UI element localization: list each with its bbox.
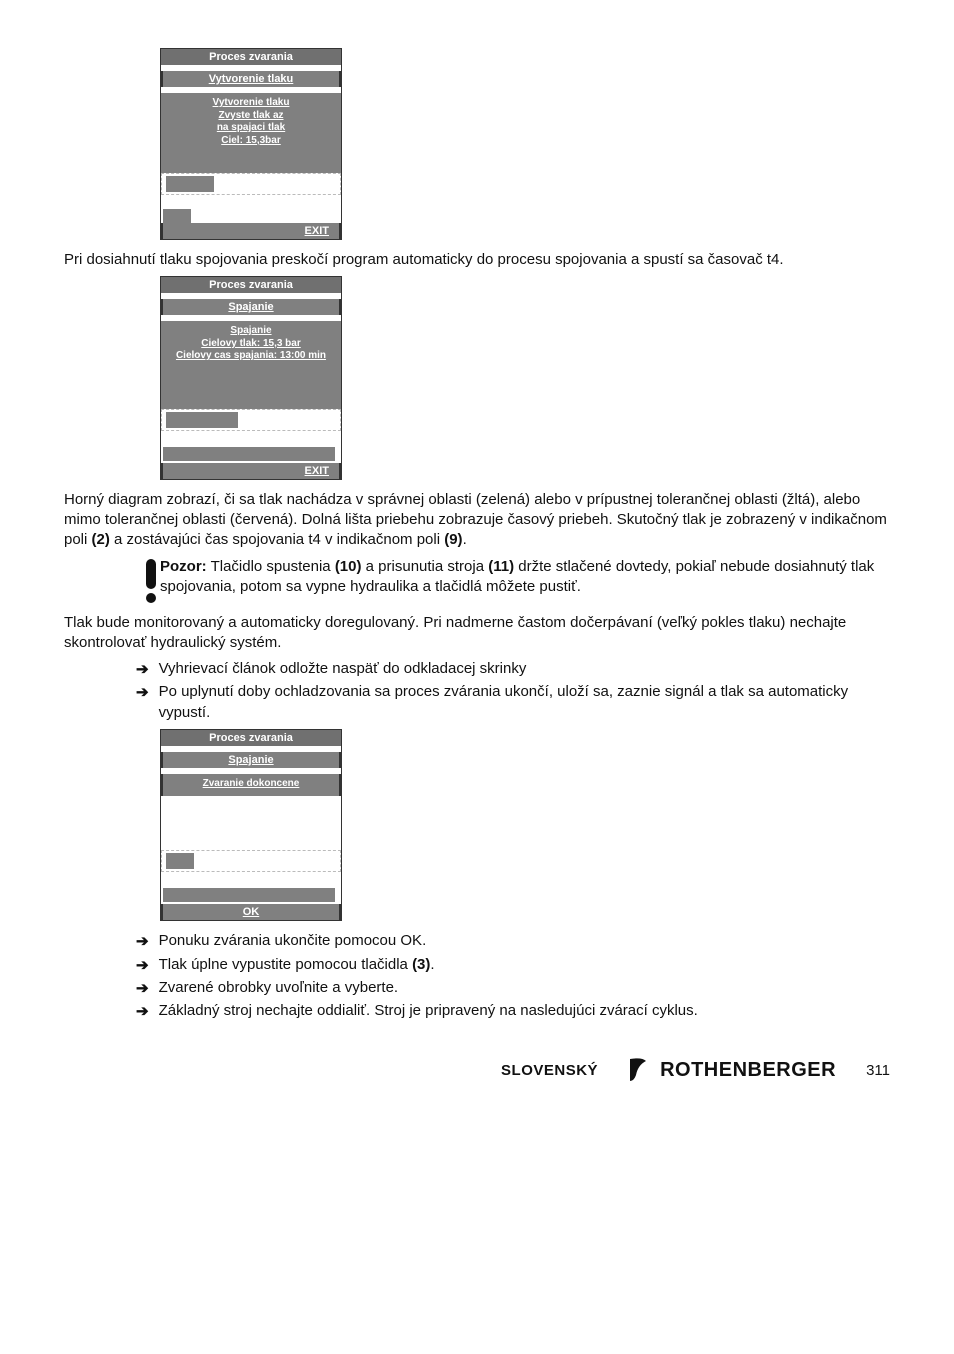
arrow-icon: ➔ bbox=[136, 932, 149, 950]
para3: Tlak bude monitorovaný a automaticky dor… bbox=[64, 613, 890, 654]
screen2-bar1 bbox=[161, 409, 341, 431]
screen3-body: Zvaranie dokoncene bbox=[161, 774, 341, 797]
screen-done: Proces zvarania Spajanie Zvaranie dokonc… bbox=[160, 729, 342, 922]
brand-text: ROTHENBERGER bbox=[660, 1059, 836, 1082]
bullet-row: ➔ Vyhrievací článok odložte naspäť do od… bbox=[136, 659, 890, 679]
arrow-icon: ➔ bbox=[136, 683, 149, 701]
language-label: SLOVENSKÝ bbox=[501, 1062, 598, 1079]
page-footer: SLOVENSKÝ ROTHENBERGER 311 bbox=[64, 1057, 890, 1083]
screen3-title: Proces zvarania bbox=[161, 730, 341, 746]
screen2-exit[interactable]: EXIT bbox=[161, 463, 341, 479]
screen1-body: Vytvorenie tlaku Zvyste tlak az na spaja… bbox=[161, 93, 341, 173]
warning-row: Pozor: Tlačidlo spustenia (10) a prisunu… bbox=[142, 557, 890, 603]
screen3-ok[interactable]: OK bbox=[161, 904, 341, 920]
screen2-section: Spajanie bbox=[161, 299, 341, 315]
bullet-row: ➔ Základný stroj nechajte oddialiť. Stro… bbox=[136, 1001, 890, 1021]
arrow-icon: ➔ bbox=[136, 956, 149, 974]
screen1-title: Proces zvarania bbox=[161, 49, 341, 65]
screen-pressure-build: Proces zvarania Vytvorenie tlaku Vytvore… bbox=[160, 48, 342, 240]
arrow-icon: ➔ bbox=[136, 660, 149, 678]
screen3-bar1 bbox=[161, 850, 341, 872]
screen1-section: Vytvorenie tlaku bbox=[161, 71, 341, 87]
arrow-icon: ➔ bbox=[136, 979, 149, 997]
para2: Horný diagram zobrazí, či sa tlak nachád… bbox=[64, 490, 890, 551]
bullet-row: ➔ Zvarené obrobky uvoľnite a vyberte. bbox=[136, 978, 890, 998]
screen2-bar2 bbox=[161, 447, 341, 461]
brand-icon bbox=[628, 1057, 656, 1083]
brand-block: ROTHENBERGER bbox=[628, 1057, 836, 1083]
bullet-row: ➔ Ponuku zvárania ukončite pomocou OK. bbox=[136, 931, 890, 951]
screen1-bar1 bbox=[161, 173, 341, 195]
para1: Pri dosiahnutí tlaku spojovania preskočí… bbox=[64, 250, 890, 270]
screen1-exit[interactable]: EXIT bbox=[161, 223, 341, 239]
exclamation-icon bbox=[144, 559, 158, 603]
screen2-body: Spajanie Cielovy tlak: 15,3 bar Cielovy … bbox=[161, 321, 341, 409]
page-number: 311 bbox=[866, 1062, 890, 1079]
screen3-section: Spajanie bbox=[161, 752, 341, 768]
screen3-bar2 bbox=[161, 888, 341, 902]
screen-joining: Proces zvarania Spajanie Spajanie Cielov… bbox=[160, 276, 342, 480]
screen1-bar2 bbox=[161, 209, 341, 223]
bullet-row: ➔ Tlak úplne vypustite pomocou tlačidla … bbox=[136, 955, 890, 975]
arrow-icon: ➔ bbox=[136, 1002, 149, 1020]
screen2-title: Proces zvarania bbox=[161, 277, 341, 293]
bullet-row: ➔ Po uplynutí doby ochladzovania sa proc… bbox=[136, 682, 890, 723]
